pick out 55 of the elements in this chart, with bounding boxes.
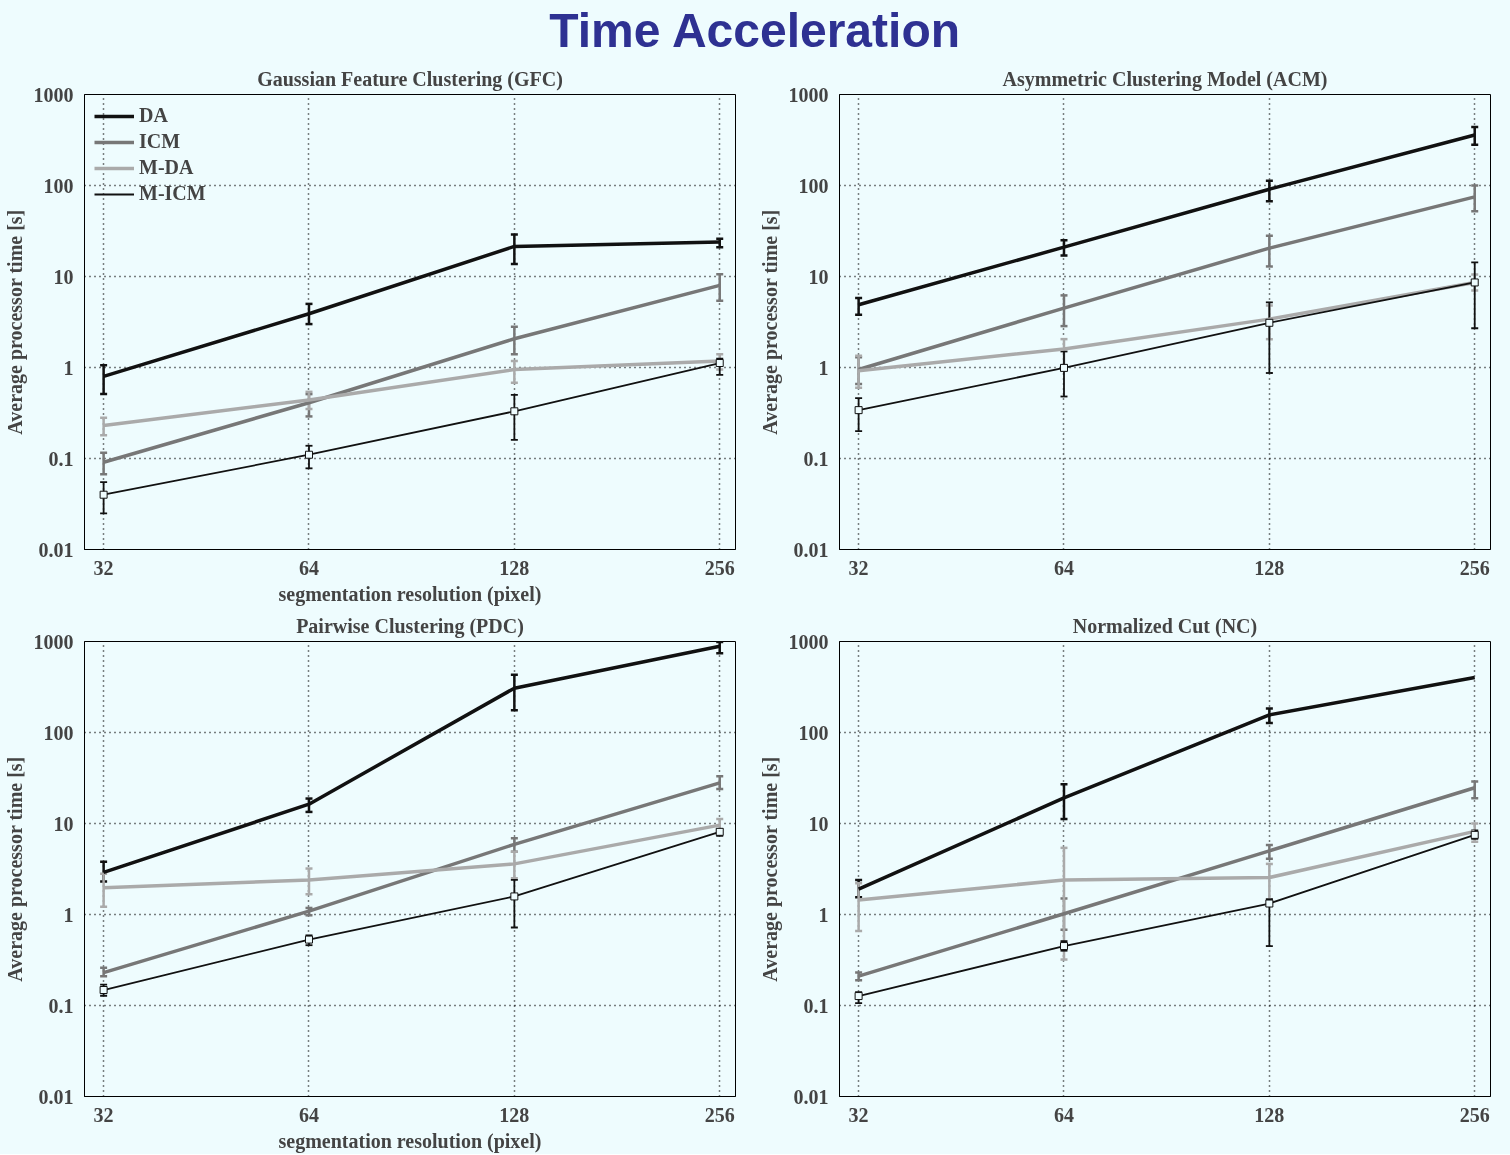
y-tick-label: 100: [43, 174, 74, 197]
x-axis-title: segmentation resolution (pixel): [278, 1129, 542, 1153]
x-tick-label: 32: [93, 1103, 114, 1126]
chart-title: Pairwise Clustering (PDC): [296, 614, 524, 638]
y-tick-label: 100: [798, 174, 829, 197]
y-axis-title: Average processor time [s]: [758, 756, 782, 982]
legend-label: ICM: [139, 130, 181, 153]
y-tick-label: 1: [818, 903, 829, 926]
y-tick-label: 10: [808, 812, 829, 835]
x-tick-label: 256: [1459, 1103, 1490, 1126]
y-tick-label: 100: [798, 721, 829, 744]
x-tick-label: 128: [1254, 556, 1285, 579]
y-tick-label: 10: [808, 265, 829, 288]
y-tick-label: 1: [63, 903, 74, 926]
x-tick-label: 256: [704, 1103, 735, 1126]
text: Time Acceleration: [549, 4, 961, 57]
x-tick-label: 32: [93, 556, 114, 579]
x-tick-label: 64: [298, 556, 319, 579]
y-axis-title: Average processor time [s]: [758, 209, 782, 435]
y-tick-label: 0.1: [803, 447, 829, 470]
legend-label: DA: [139, 104, 168, 127]
y-tick-label: 0.1: [803, 994, 829, 1017]
y-tick-label: 10: [53, 812, 74, 835]
x-tick-label: 256: [704, 556, 735, 579]
x-tick-label: 64: [1053, 1103, 1074, 1126]
x-tick-label: 32: [848, 556, 869, 579]
y-tick-label: 1: [63, 356, 74, 379]
y-tick-label: 1: [818, 356, 829, 379]
x-tick-label: 64: [1053, 556, 1074, 579]
y-tick-label: 100: [43, 721, 74, 744]
x-tick-label: 64: [298, 1103, 319, 1126]
x-tick-label: 128: [499, 556, 530, 579]
legend-label: M-DA: [139, 156, 194, 179]
y-tick-label: 1000: [33, 630, 74, 653]
y-tick-label: 1000: [788, 630, 829, 653]
x-tick-label: 32: [848, 1103, 869, 1126]
chart-title: Gaussian Feature Clustering (GFC): [257, 67, 563, 91]
y-tick-label: 1000: [788, 83, 829, 106]
y-tick-label: 0.01: [38, 1085, 74, 1108]
y-tick-label: 0.1: [48, 447, 74, 470]
x-tick-label: 128: [1254, 1103, 1285, 1126]
y-tick-label: 0.1: [48, 994, 74, 1017]
y-tick-label: 0.01: [793, 538, 829, 561]
chart-title: Asymmetric Clustering Model (ACM): [1002, 67, 1328, 91]
x-tick-label: 128: [499, 1103, 530, 1126]
y-tick-label: 1000: [33, 83, 74, 106]
y-tick-label: 0.01: [38, 538, 74, 561]
y-tick-label: 0.01: [793, 1085, 829, 1108]
y-axis-title: Average processor time [s]: [3, 756, 27, 982]
y-tick-label: 10: [53, 265, 74, 288]
y-axis-title: Average processor time [s]: [3, 209, 27, 435]
chart-title: Normalized Cut (NC): [1072, 614, 1258, 638]
legend-label: M-ICM: [139, 182, 206, 205]
x-tick-label: 256: [1459, 556, 1490, 579]
x-axis-title: segmentation resolution (pixel): [278, 582, 542, 606]
